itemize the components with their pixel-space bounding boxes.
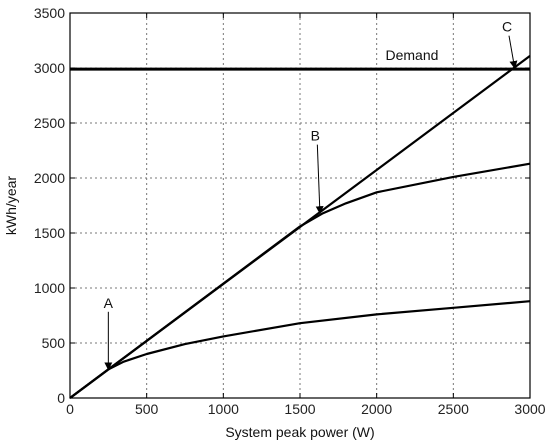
series-layer [69,55,531,399]
y-tick-label: 1000 [34,280,65,296]
y-tick-label: 2500 [34,115,65,131]
annotation-label-c: C [502,19,512,35]
x-tick-label: 1500 [284,401,315,417]
y-axis-title: kWh/year [3,176,19,235]
tick-layer: 0 500 1000 1500 2000 2500 3000 0 500 1000 1500 2000… [34,5,546,417]
plot-frame [69,12,531,399]
series-line-3 [69,300,531,399]
annotation-arrow-b [315,144,324,215]
annotation-layer: Demand A B C [104,19,518,371]
y-tick-label: 2000 [34,170,65,186]
x-tick-label: 1000 [208,401,239,417]
x-tick-label: 2000 [361,401,392,417]
y-tick-label: 0 [57,390,65,406]
series-line-2 [69,162,531,399]
x-tick-label: 0 [66,401,74,417]
annotation-label-b: B [311,128,320,144]
annotation-label-a: A [104,295,114,311]
demand-label: Demand [385,47,438,63]
grid-layer [70,13,530,398]
x-axis-title: System peak power (W) [225,424,374,440]
x-tick-label: 500 [135,401,159,417]
y-tick-label: 1500 [34,225,65,241]
y-tick-label: 500 [42,335,66,351]
annotation-arrow-c [508,35,518,69]
x-tick-label: 2500 [438,401,469,417]
y-tick-label: 3000 [34,60,65,76]
x-tick-label: 3000 [514,401,545,417]
y-tick-label: 3500 [34,5,65,21]
